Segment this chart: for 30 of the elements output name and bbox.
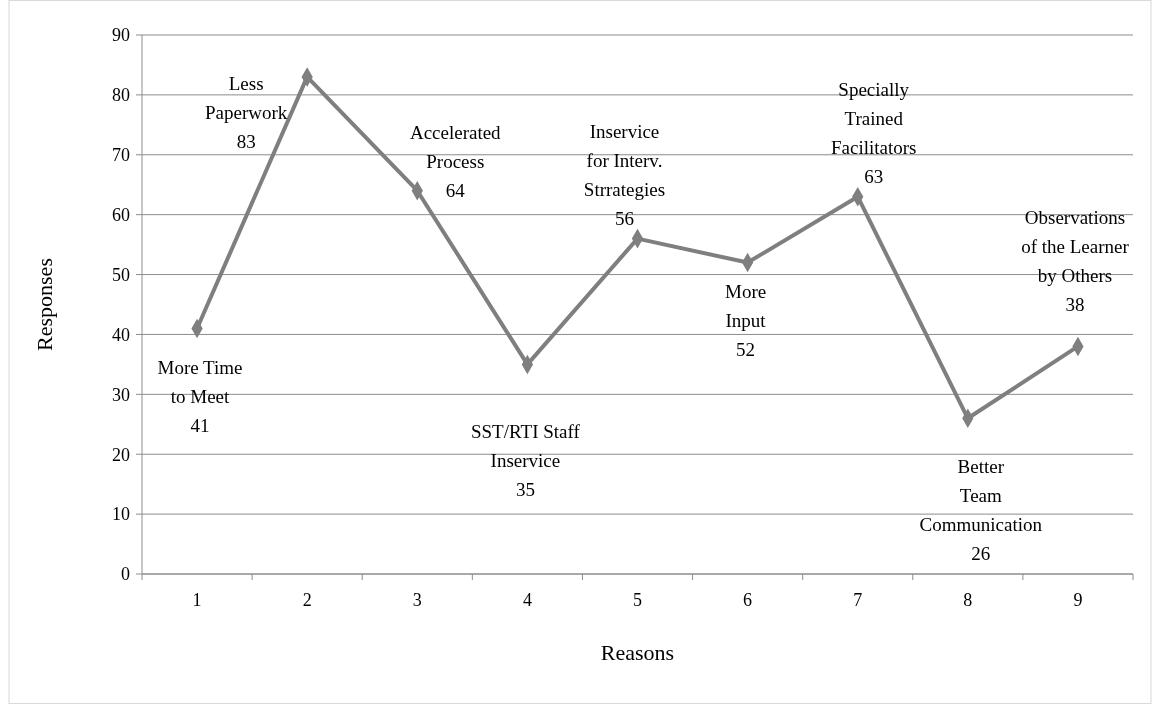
x-tick-label: 2 <box>302 590 312 610</box>
y-tick-label: 10 <box>112 504 130 525</box>
annotation: Better Team Communication 26 <box>919 455 1043 564</box>
y-tick-label: 40 <box>112 324 130 345</box>
y-tick-label: 70 <box>112 145 130 166</box>
x-tick-label: 4 <box>522 590 532 610</box>
y-axis-title: Responses <box>32 258 57 351</box>
annotation: More Time to Meet 41 <box>157 357 243 437</box>
x-tick-label: 3 <box>412 590 422 610</box>
y-tick-label: 80 <box>112 85 130 106</box>
x-tick-label: 5 <box>633 590 642 610</box>
annotation: Less Paperwork 83 <box>205 72 288 152</box>
annotation: More Input 52 <box>725 281 767 361</box>
y-tick-label: 90 <box>112 25 130 46</box>
x-axis-title: Reasons <box>600 640 675 665</box>
x-tick-label: 6 <box>743 590 753 610</box>
x-tick-label: 7 <box>853 590 863 610</box>
annotation: Observations of the Learner by Others 38 <box>1021 207 1130 316</box>
x-tick-label: 9 <box>1073 590 1083 610</box>
annotation: Specially Trained Facilitators 63 <box>830 79 917 188</box>
y-tick-label: 60 <box>112 204 130 225</box>
x-tick-label: 1 <box>192 590 202 610</box>
y-tick-label: 30 <box>112 384 130 405</box>
annotation: Accelerated Process 64 <box>409 122 502 202</box>
x-tick-label: 8 <box>963 590 973 610</box>
annotation: SST/RTI Staff Inservice 35 <box>470 421 581 501</box>
y-tick-label: 20 <box>112 444 130 465</box>
annotation: Inservice for Interv. Strrategies 56 <box>583 121 666 230</box>
y-tick-label: 50 <box>112 264 130 285</box>
y-tick-label: 0 <box>121 564 130 585</box>
